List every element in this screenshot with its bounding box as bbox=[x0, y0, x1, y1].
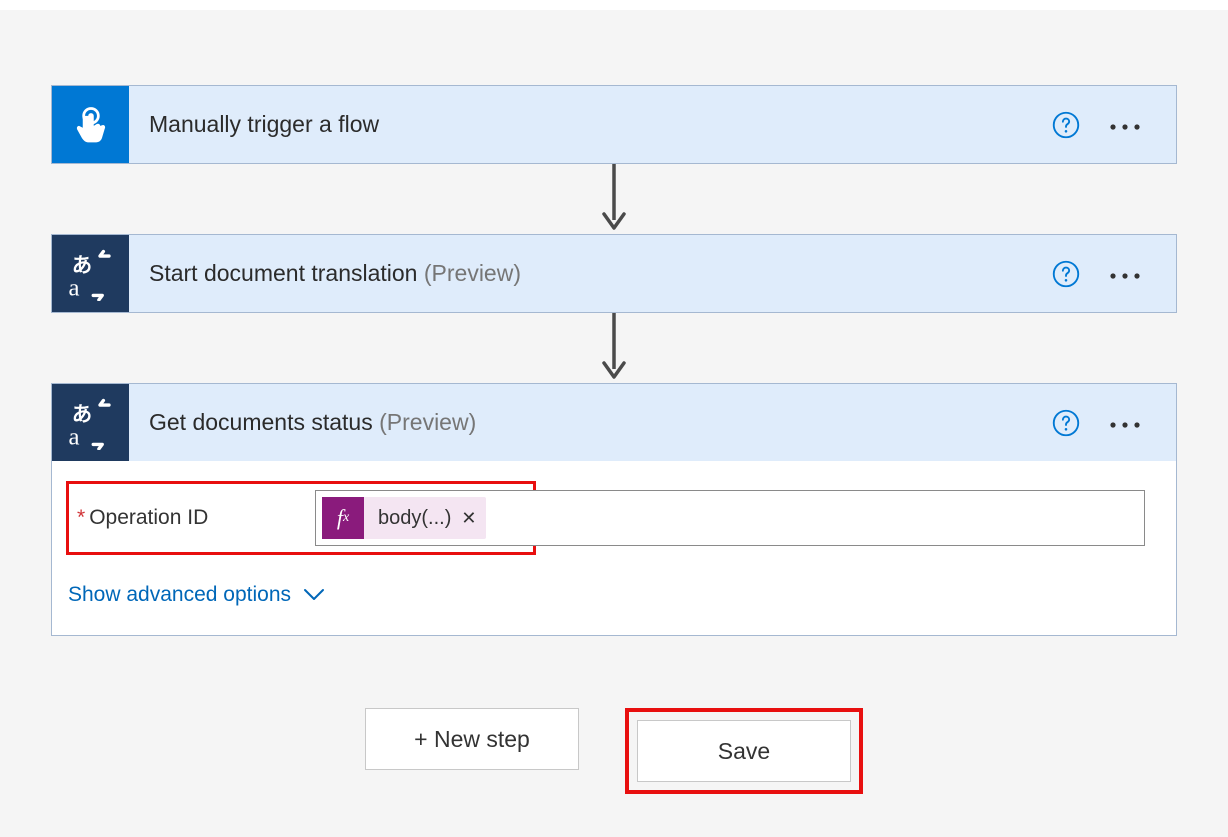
param-input-wrap: fx body(...) ✕ bbox=[315, 490, 527, 546]
help-icon[interactable] bbox=[1052, 409, 1080, 437]
help-icon[interactable] bbox=[1052, 111, 1080, 139]
step-card-get-status: あ a Get documents status (Preview) bbox=[51, 383, 1177, 636]
step-preview-suffix: (Preview) bbox=[379, 409, 476, 435]
step-preview-suffix: (Preview) bbox=[424, 260, 521, 286]
connector-arrow bbox=[598, 164, 630, 234]
step-title: Manually trigger a flow bbox=[129, 111, 1052, 138]
more-menu-icon[interactable] bbox=[1108, 411, 1142, 435]
expression-token[interactable]: fx body(...) ✕ bbox=[322, 497, 486, 539]
step-title: Get documents status (Preview) bbox=[129, 409, 1052, 436]
connector-arrow bbox=[598, 313, 630, 383]
required-mark: * bbox=[77, 506, 85, 529]
chevron-down-icon bbox=[303, 588, 325, 602]
more-menu-icon[interactable] bbox=[1108, 113, 1142, 137]
flow-container: Manually trigger a flow bbox=[0, 30, 1228, 794]
svg-text:a: a bbox=[68, 274, 79, 301]
save-button[interactable]: Save bbox=[637, 720, 851, 782]
header-actions bbox=[1052, 111, 1176, 139]
svg-text:あ: あ bbox=[71, 402, 91, 425]
step-card-trigger: Manually trigger a flow bbox=[51, 85, 1177, 164]
operation-id-input[interactable]: fx body(...) ✕ bbox=[315, 490, 1145, 546]
header-actions bbox=[1052, 260, 1176, 288]
action-button-row: + New step Save bbox=[365, 708, 863, 794]
param-label: *Operation ID bbox=[75, 506, 315, 530]
save-highlight-box: Save bbox=[625, 708, 863, 794]
flow-canvas: Manually trigger a flow bbox=[0, 10, 1228, 834]
tap-icon bbox=[52, 86, 129, 163]
fx-icon: fx bbox=[322, 497, 364, 539]
svg-text:あ: あ bbox=[71, 253, 91, 276]
advanced-options-label: Show advanced options bbox=[68, 583, 291, 607]
more-menu-icon[interactable] bbox=[1108, 262, 1142, 286]
step-title-text: Start document translation bbox=[149, 260, 417, 286]
translate-icon: あ a bbox=[52, 384, 129, 461]
help-icon[interactable] bbox=[1052, 260, 1080, 288]
step-header-get-status[interactable]: あ a Get documents status (Preview) bbox=[52, 384, 1176, 461]
step-title-text: Get documents status bbox=[149, 409, 373, 435]
save-label: Save bbox=[718, 738, 770, 765]
step-header-trigger[interactable]: Manually trigger a flow bbox=[52, 86, 1176, 163]
new-step-label: + New step bbox=[414, 726, 530, 753]
svg-text:a: a bbox=[68, 423, 79, 450]
top-strip bbox=[0, 0, 1228, 10]
new-step-button[interactable]: + New step bbox=[365, 708, 579, 770]
token-remove-icon[interactable]: ✕ bbox=[461, 508, 476, 529]
param-label-text: Operation ID bbox=[89, 506, 208, 529]
step-title: Start document translation (Preview) bbox=[129, 260, 1052, 287]
step-card-start-translation: あ a Start document translation (Preview) bbox=[51, 234, 1177, 313]
step-body: *Operation ID fx body(...) ✕ bbox=[52, 461, 1176, 635]
step-header-start-translation[interactable]: あ a Start document translation (Preview) bbox=[52, 235, 1176, 312]
param-row-operation-id: *Operation ID fx body(...) ✕ bbox=[66, 481, 536, 555]
header-actions bbox=[1052, 409, 1176, 437]
expression-token-label: body(...) bbox=[378, 507, 451, 530]
show-advanced-options[interactable]: Show advanced options bbox=[66, 555, 325, 607]
translate-icon: あ a bbox=[52, 235, 129, 312]
step-title-text: Manually trigger a flow bbox=[149, 111, 379, 137]
